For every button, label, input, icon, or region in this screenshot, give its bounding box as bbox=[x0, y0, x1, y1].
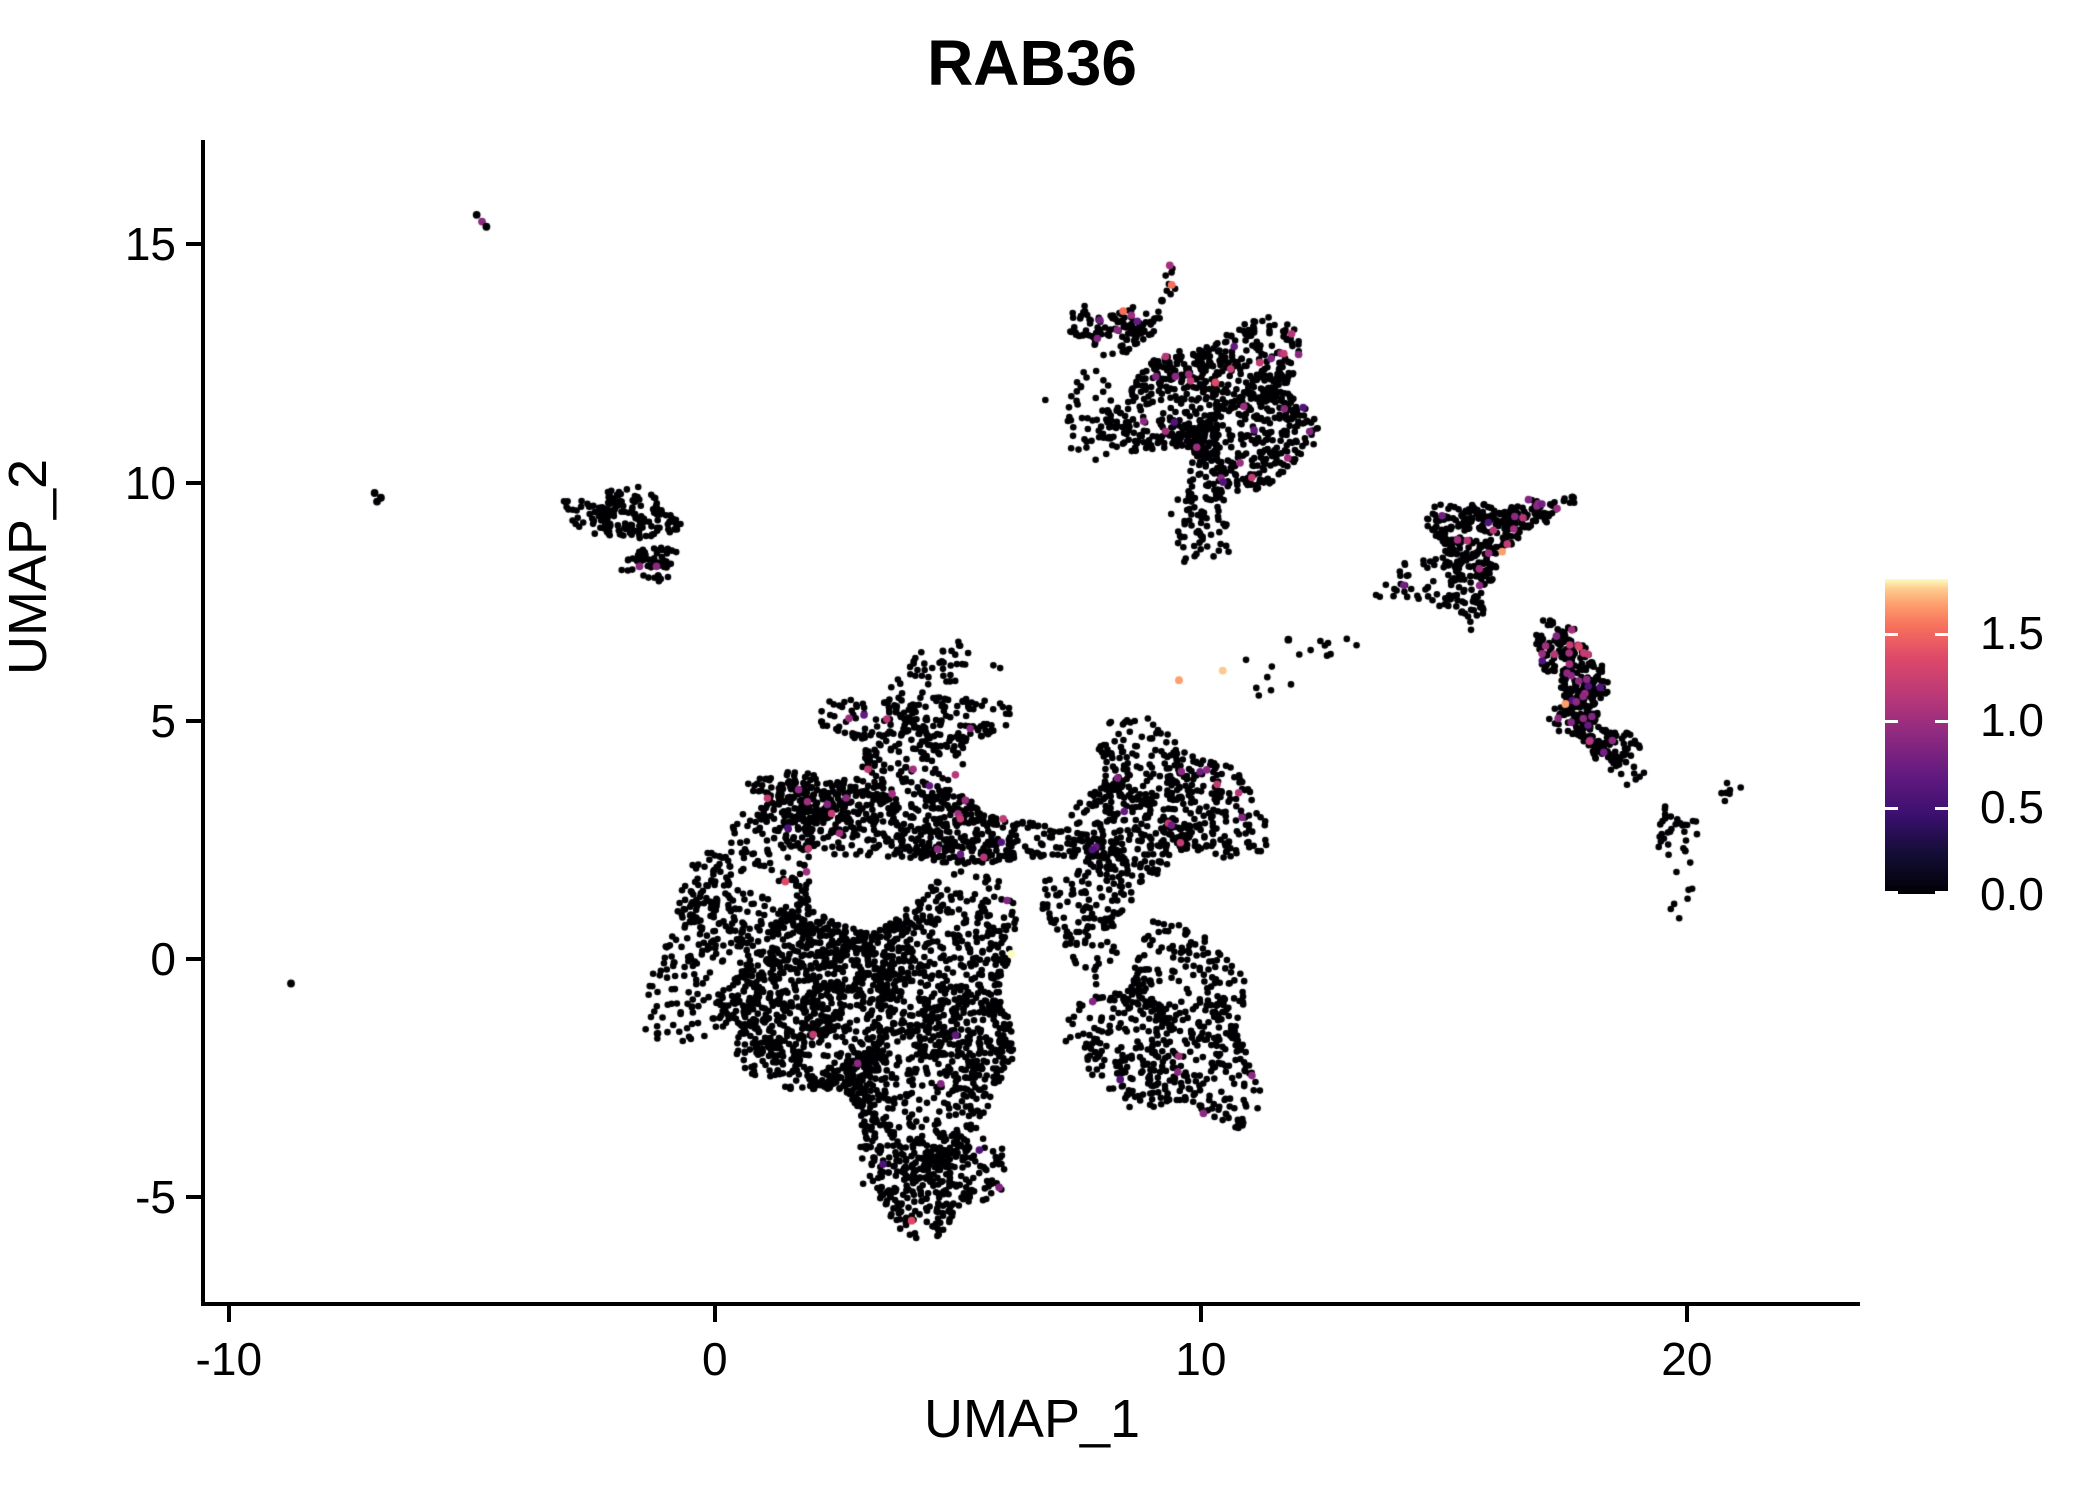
x-tick-mark bbox=[1684, 1306, 1689, 1322]
legend-tick-label: 1.0 bbox=[1980, 693, 2044, 746]
x-tick-label: 10 bbox=[1175, 1333, 1227, 1385]
y-tick-mark bbox=[186, 480, 202, 485]
colorbar-tick-dash bbox=[1935, 632, 1948, 636]
colorbar-tick-dash bbox=[1885, 632, 1898, 636]
y-axis-title: UMAP_2 bbox=[0, 458, 58, 676]
x-tick-mark bbox=[1198, 1306, 1203, 1322]
x-tick-mark bbox=[226, 1306, 231, 1322]
legend-tick-label: 0.0 bbox=[1980, 868, 2044, 920]
legend-tick-label: 1.5 bbox=[1980, 606, 2044, 659]
y-tick-label: -5 bbox=[135, 1170, 176, 1223]
plot-title: RAB36 bbox=[927, 27, 1137, 99]
x-tick-label: 20 bbox=[1661, 1333, 1713, 1385]
x-axis-title: UMAP_1 bbox=[923, 1389, 1141, 1449]
colorbar-tick-dash bbox=[1885, 806, 1898, 810]
x-tick-mark bbox=[712, 1306, 717, 1322]
y-tick-mark bbox=[186, 1194, 202, 1199]
y-axis-line bbox=[201, 140, 205, 1306]
colorbar-tick-dash bbox=[1935, 719, 1948, 723]
y-tick-mark bbox=[186, 718, 202, 723]
colorbar-tick-dash bbox=[1885, 891, 1898, 894]
colorbar-tick-dash bbox=[1935, 891, 1948, 894]
x-axis-line bbox=[201, 1302, 1860, 1306]
y-tick-label: 15 bbox=[124, 218, 176, 271]
y-tick-mark bbox=[186, 956, 202, 961]
colorbar-tick-dash bbox=[1935, 806, 1948, 810]
x-tick-label: 0 bbox=[702, 1333, 728, 1385]
y-tick-mark bbox=[186, 242, 202, 247]
y-tick-label: 0 bbox=[150, 932, 176, 985]
y-tick-label: 10 bbox=[124, 456, 176, 509]
legend-tick-label: 0.5 bbox=[1980, 780, 2044, 833]
legend-colorbar bbox=[1885, 579, 1948, 894]
x-tick-label: -10 bbox=[195, 1333, 263, 1385]
y-tick-label: 5 bbox=[150, 694, 176, 747]
colorbar-tick-dash bbox=[1885, 719, 1898, 723]
